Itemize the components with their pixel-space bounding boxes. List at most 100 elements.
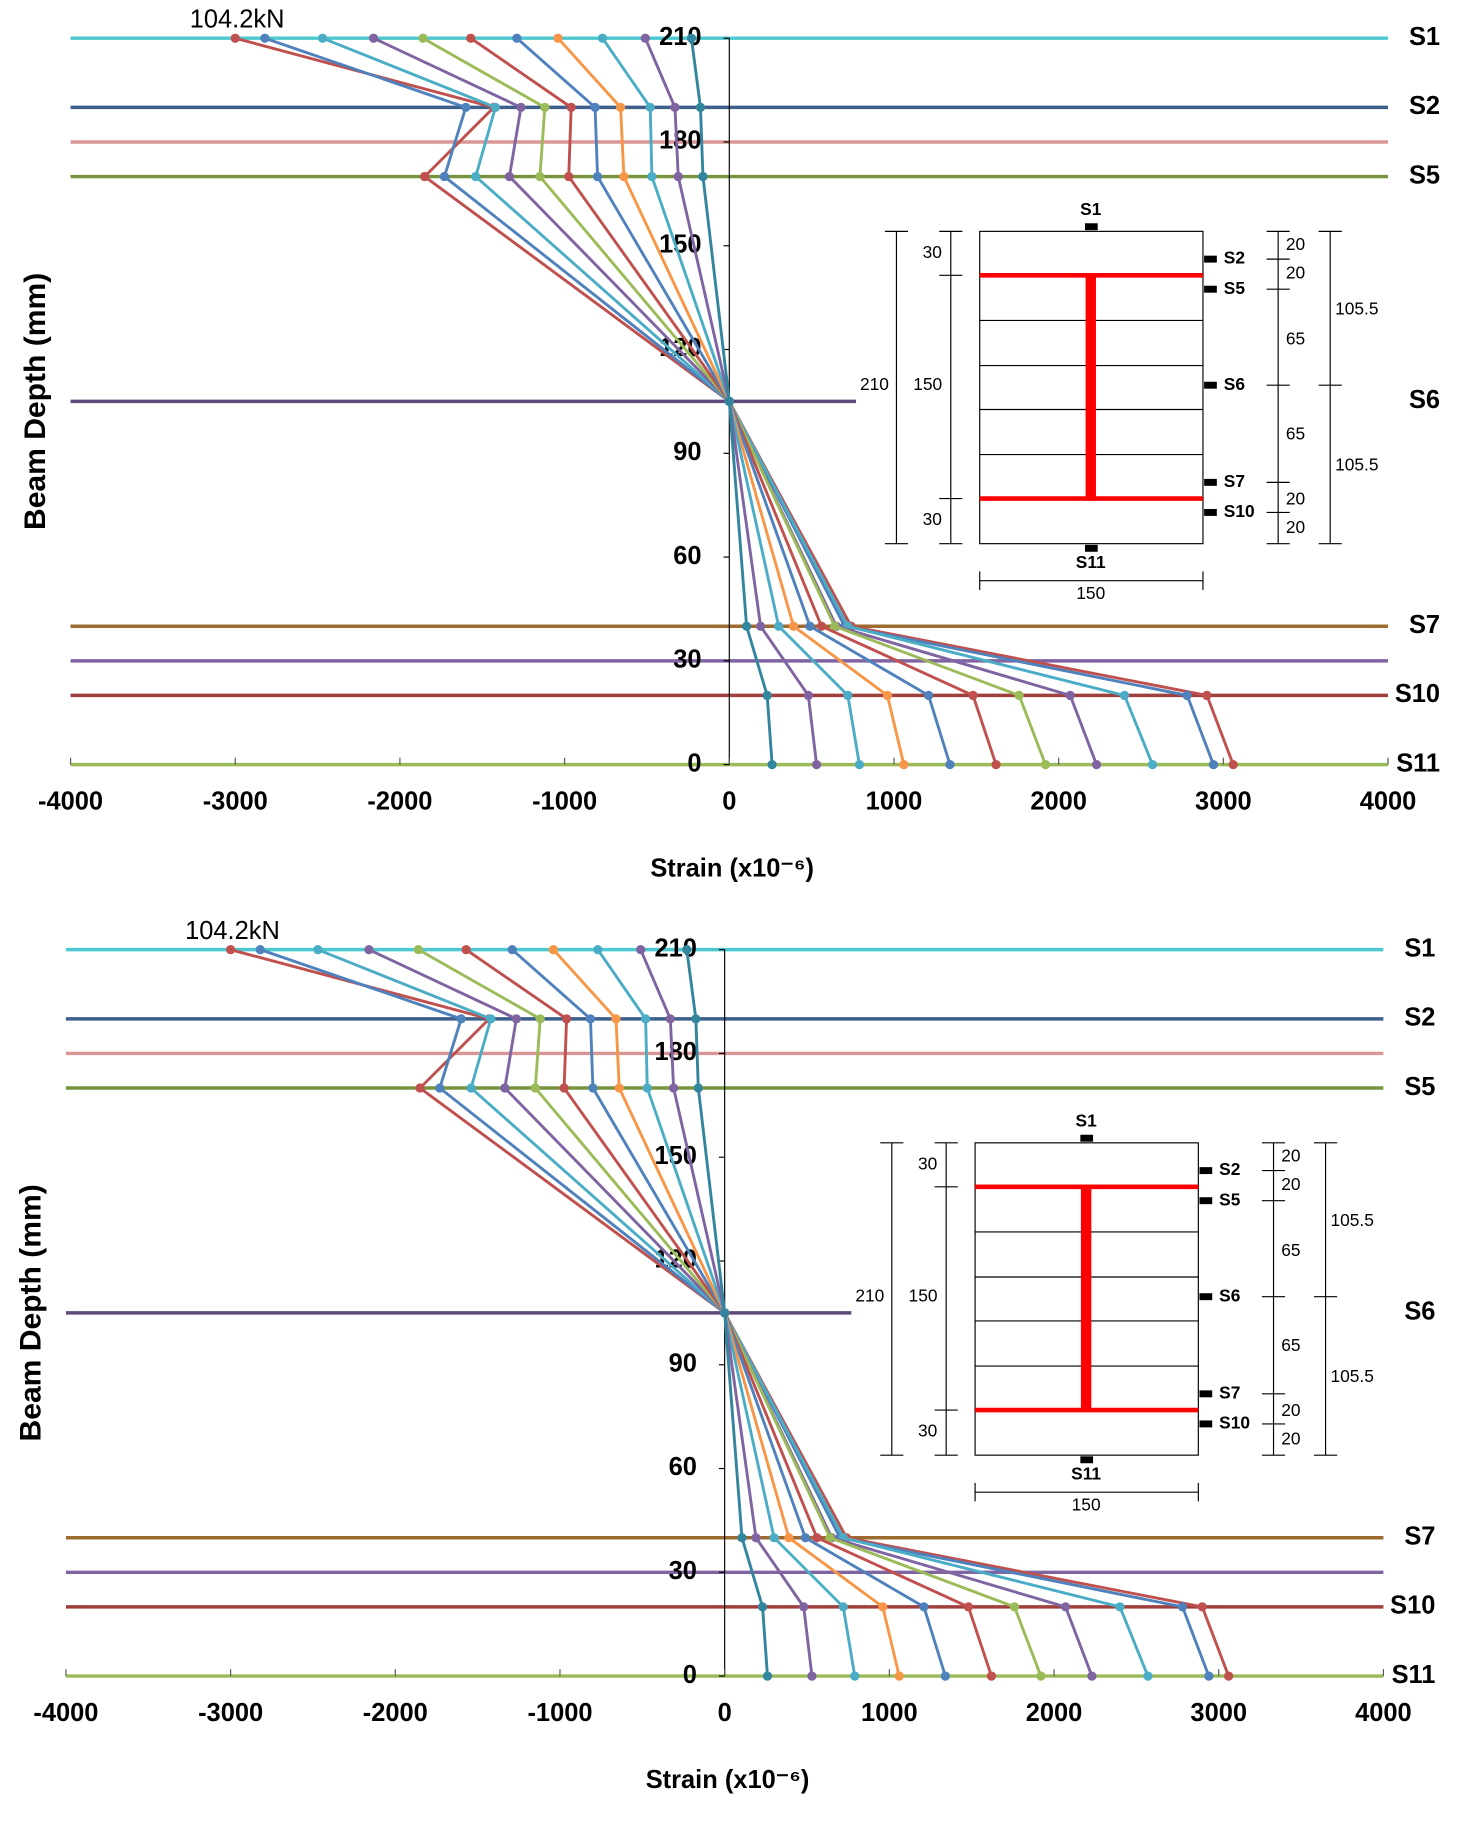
strain-point <box>456 1014 466 1024</box>
x-axis-label: Strain (x10⁻⁶) <box>650 855 814 883</box>
strain-point <box>500 1083 510 1093</box>
annotation: 104.2kN <box>190 6 285 34</box>
dimension-label: 65 <box>1281 1240 1300 1260</box>
strain-point <box>805 621 815 631</box>
strain-point <box>1014 690 1024 701</box>
annotation: 104.2kN <box>185 917 280 945</box>
strain-point <box>693 1083 703 1093</box>
strain-point <box>559 1083 569 1093</box>
strain-point <box>647 171 657 182</box>
strain-point <box>592 171 603 182</box>
strain-point <box>504 171 515 182</box>
sensor <box>1080 1134 1094 1142</box>
y-tick-label: 30 <box>669 1557 697 1585</box>
strain-point <box>255 945 265 955</box>
strain-point <box>561 1014 572 1024</box>
strain-point <box>1147 759 1158 770</box>
dimension-label: 105.5 <box>1335 455 1378 475</box>
strain-point <box>788 621 799 631</box>
dimension-label: 150 <box>1072 1495 1101 1515</box>
x-tick-label: -2000 <box>363 1699 428 1727</box>
strain-point <box>466 1083 476 1093</box>
strain-point <box>991 759 1001 770</box>
strain-point <box>466 33 476 43</box>
strain-point <box>762 1671 773 1681</box>
dimension-label: 20 <box>1286 263 1305 283</box>
strain-point <box>317 33 328 43</box>
gauge-label: S11 <box>1392 1661 1436 1689</box>
x-tick-label: -4000 <box>38 787 103 815</box>
x-tick-label: 2000 <box>1026 1699 1083 1727</box>
strain-point <box>511 1014 521 1024</box>
strain-point <box>691 1014 701 1024</box>
dimension-label: 65 <box>1281 1335 1300 1355</box>
sensor-label: S5 <box>1224 278 1246 298</box>
dimension-label: 20 <box>1286 234 1305 254</box>
strain-point <box>640 33 650 43</box>
dimension-label: 30 <box>923 242 942 262</box>
sensor-label: S11 <box>1071 1463 1101 1483</box>
strain-point <box>548 945 559 955</box>
gauge-label: S10 <box>1390 1592 1435 1620</box>
strain-point <box>843 690 853 701</box>
sensor <box>1084 223 1098 231</box>
strain-point <box>1197 1602 1207 1612</box>
x-tick-label: -3000 <box>203 787 268 815</box>
sensor <box>1199 1293 1213 1301</box>
strain-point <box>899 759 909 770</box>
section-diagram: S1 S2 S5 S6 S7 S10 S11 210 30 150 30 20 20 65 65 20 20 10… <box>860 199 1379 603</box>
dimension-label: 210 <box>860 374 889 394</box>
strain-point <box>490 102 501 113</box>
x-tick-label: 3000 <box>1190 1699 1247 1727</box>
strain-point <box>1119 690 1130 701</box>
gauge-label: S5 <box>1409 161 1440 189</box>
strain-point <box>1182 690 1192 701</box>
strain-point <box>682 945 692 955</box>
strain-point <box>686 33 697 43</box>
y-tick-label: 30 <box>673 646 701 674</box>
sensor-label: S1 <box>1080 199 1102 219</box>
strain-point <box>670 102 680 113</box>
sensor-label: S10 <box>1219 1412 1250 1432</box>
sensor-label: S6 <box>1219 1285 1241 1305</box>
gauge-label: S7 <box>1404 1522 1435 1550</box>
dimension-label: 65 <box>1286 329 1305 349</box>
strain-point <box>940 1671 950 1681</box>
strain-point <box>807 1671 817 1681</box>
dimension-label: 150 <box>1076 583 1105 603</box>
strain-point <box>1009 1602 1020 1612</box>
sensor-label: S5 <box>1219 1189 1241 1209</box>
strain-point <box>854 759 865 770</box>
strain-point <box>619 171 629 182</box>
sensor-label: S7 <box>1224 471 1245 491</box>
strain-point <box>963 1602 974 1612</box>
strain-point <box>737 1533 747 1543</box>
y-tick-label: 0 <box>687 749 701 777</box>
strain-point <box>461 945 471 955</box>
strain-point <box>673 171 683 182</box>
strain-point <box>471 171 481 182</box>
strain-point <box>923 690 934 701</box>
strain-point <box>364 945 374 955</box>
strain-point <box>230 33 240 43</box>
strain-point <box>1115 1602 1125 1612</box>
sensor-label: S10 <box>1224 501 1255 521</box>
strain-point <box>553 33 563 43</box>
strain-point <box>1060 1602 1071 1612</box>
x-tick-label: 1000 <box>866 787 923 815</box>
strain-point <box>799 1602 809 1612</box>
sensor-label: S7 <box>1219 1382 1240 1402</box>
strain-point <box>800 1533 810 1543</box>
dimension-label: 20 <box>1286 488 1305 508</box>
sensor <box>1080 1456 1094 1464</box>
strain-point <box>614 1083 624 1093</box>
strain-point <box>512 33 522 43</box>
strain-point <box>720 1308 730 1318</box>
strain-point <box>1065 690 1075 701</box>
dimension-label: 65 <box>1286 424 1305 444</box>
dimension-label: 20 <box>1281 1174 1300 1194</box>
strain-point <box>816 621 827 631</box>
x-tick-label: -1000 <box>527 1699 592 1727</box>
sensor <box>1199 1197 1213 1205</box>
